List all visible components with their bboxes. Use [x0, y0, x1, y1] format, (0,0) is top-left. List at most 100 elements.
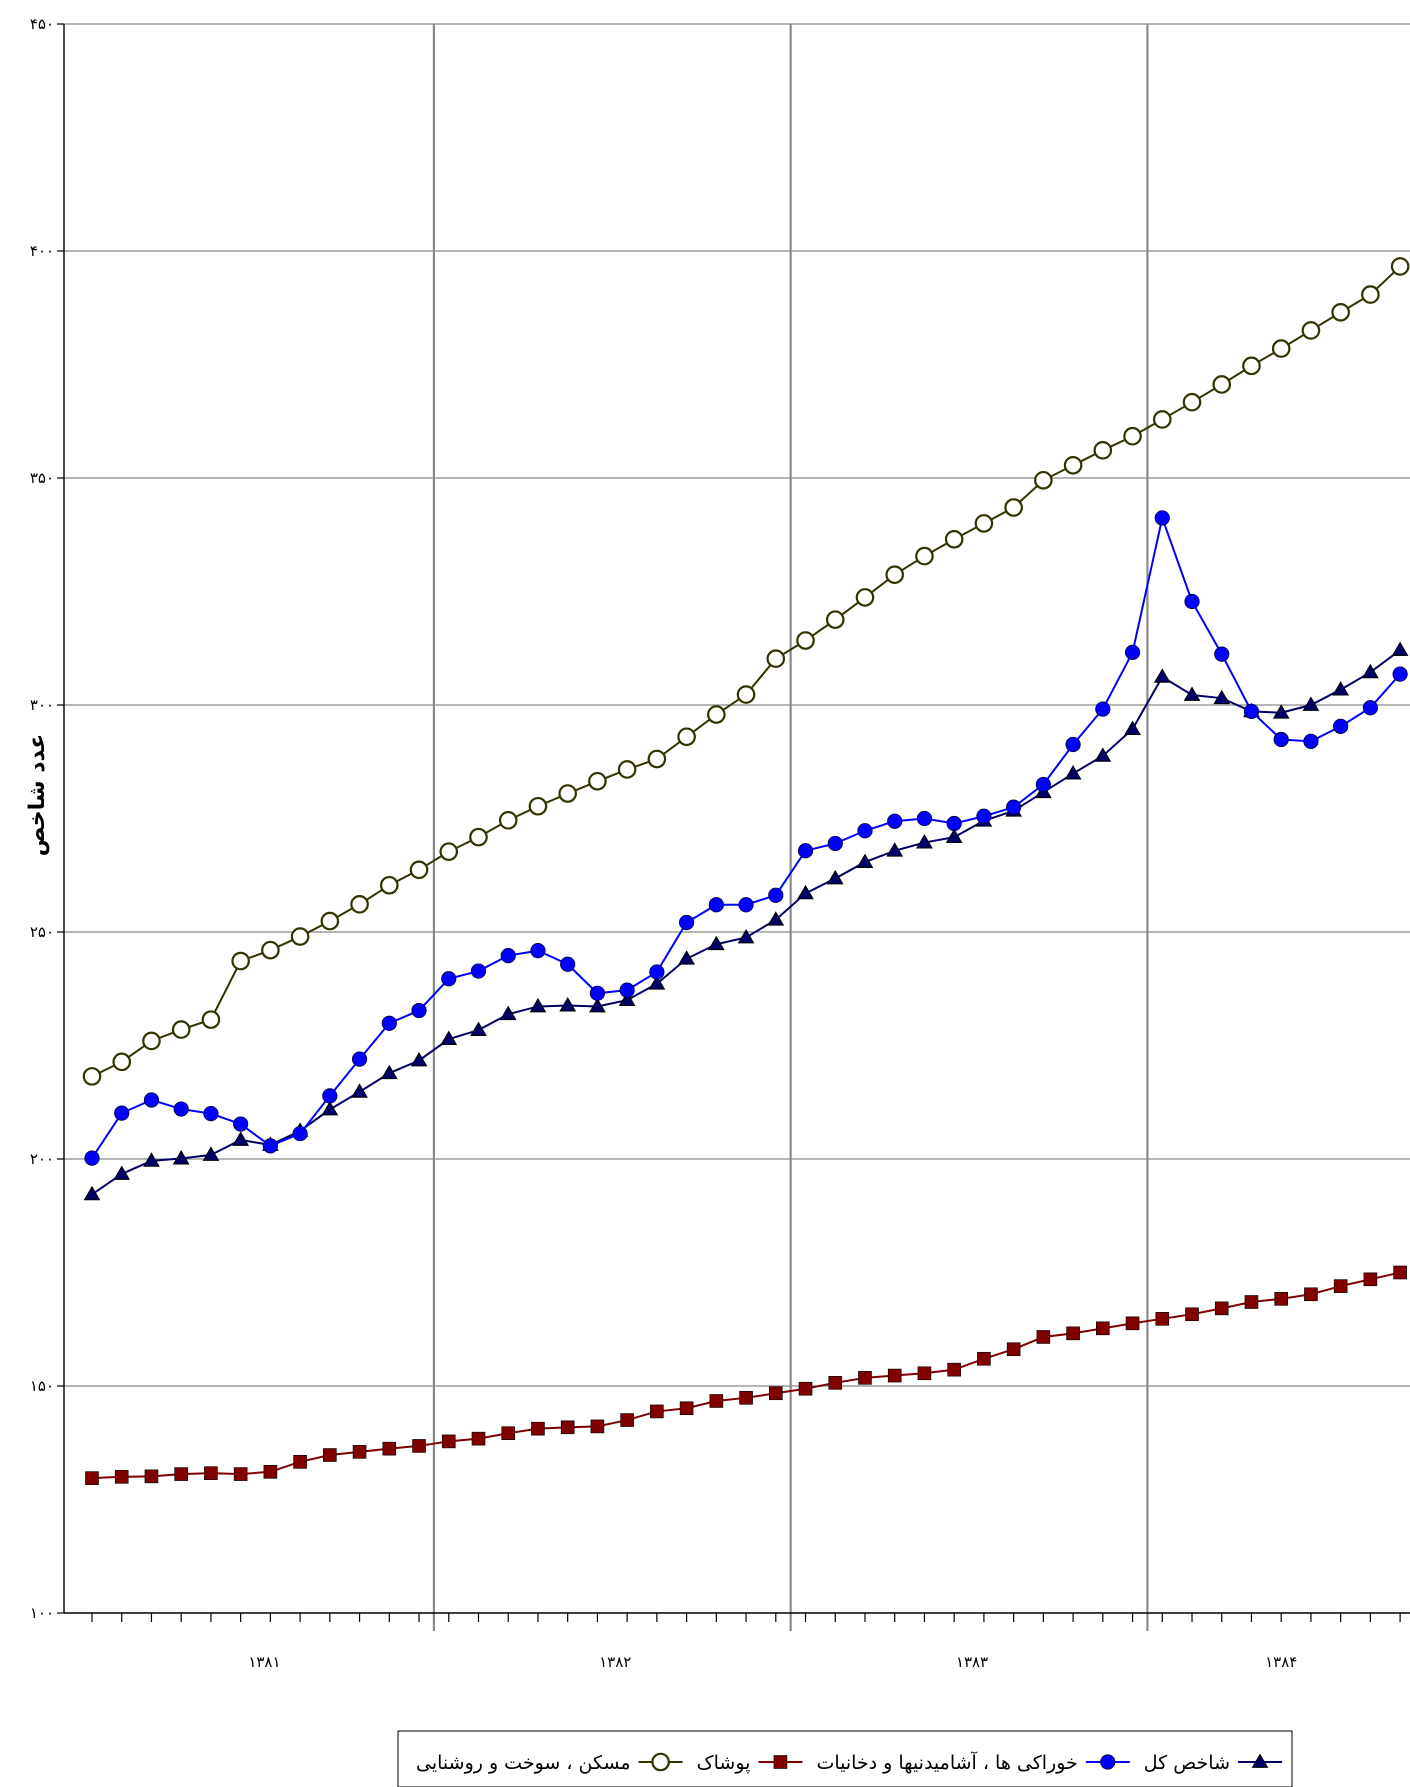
- x-year-label: ۱۳۸۴: [1265, 1653, 1297, 1671]
- data-point: [707, 935, 725, 951]
- y-axis-label: عدد شاخص: [25, 734, 50, 856]
- y-tick-label: ۴۵۰: [30, 15, 54, 33]
- x-year-label: ۱۳۸۲: [599, 1653, 631, 1671]
- data-point: [143, 1152, 160, 1167]
- data-point: [171, 1020, 191, 1039]
- data-point: [1124, 720, 1141, 735]
- y-axis-ticks: ۱۰۰ ۱۵۰ ۲۰۰ ۲۵۰ ۳۰۰ ۳۵۰ ۴۰۰ ۴۵۰: [30, 15, 64, 1622]
- data-point: [974, 514, 994, 533]
- data-point: [1302, 696, 1320, 711]
- data-point: [947, 1362, 961, 1377]
- series-line: [91, 514, 1401, 1159]
- y-tick-label: ۱۵۰: [30, 1377, 54, 1395]
- data-point: [1214, 1301, 1229, 1316]
- data-point: [1064, 765, 1082, 780]
- data-point: [322, 1088, 338, 1104]
- data-point: [916, 834, 933, 849]
- data-point: [1363, 1272, 1378, 1287]
- data-point: [263, 1465, 278, 1479]
- data-point: [411, 1002, 427, 1019]
- data-point: [768, 1386, 783, 1401]
- data-point: [498, 811, 518, 830]
- data-point: [499, 1005, 517, 1021]
- data-point: [1332, 681, 1350, 696]
- data-point: [737, 928, 755, 944]
- data-point: [1251, 1753, 1269, 1768]
- data-point: [1212, 375, 1232, 394]
- data-point: [1152, 410, 1172, 429]
- data-point: [114, 1105, 130, 1121]
- data-point: [501, 1426, 516, 1441]
- data-point: [1362, 700, 1378, 716]
- data-point: [767, 911, 785, 926]
- data-point: [1065, 736, 1081, 753]
- y-tick-label: ۲۵۰: [30, 923, 54, 941]
- data-point: [618, 991, 636, 1006]
- data-point: [1153, 668, 1171, 683]
- data-point: [620, 1413, 634, 1427]
- data-point: [588, 771, 607, 791]
- data-point: [590, 1419, 605, 1434]
- data-point: [321, 1101, 339, 1116]
- data-point: [441, 971, 457, 987]
- data-point: [1036, 1330, 1051, 1344]
- data-point: [855, 588, 875, 607]
- data-point: [1362, 663, 1379, 679]
- data-point: [409, 860, 429, 880]
- data-point: [946, 815, 962, 832]
- data-point: [798, 1381, 813, 1396]
- data-point: [293, 1455, 307, 1469]
- x-year-label: ۱۳۸۱: [248, 1653, 280, 1671]
- data-point: [261, 940, 280, 960]
- data-point: [1272, 704, 1290, 719]
- data-point: [85, 1471, 99, 1485]
- data-point: [1361, 285, 1380, 304]
- data-point: [1100, 1754, 1116, 1770]
- y-tick-label: ۴۰۰: [30, 242, 54, 260]
- data-point: [739, 1391, 753, 1405]
- year-separators: [432, 24, 1149, 1631]
- data-point: [797, 884, 814, 900]
- data-point: [650, 1404, 664, 1419]
- data-point: [1034, 470, 1053, 490]
- legend-symbol: [1238, 1753, 1282, 1768]
- y-tick-label: ۳۰۰: [30, 696, 54, 714]
- series-line: [91, 649, 1401, 1196]
- data-point: [232, 1131, 250, 1146]
- data-point: [112, 1052, 132, 1072]
- data-point: [382, 1441, 397, 1456]
- data-point: [1182, 392, 1202, 412]
- data-point: [560, 956, 576, 972]
- data-point: [857, 823, 873, 839]
- data-point: [381, 1015, 397, 1031]
- series-1: [83, 641, 1409, 1201]
- data-point: [1095, 701, 1111, 717]
- data-point: [233, 1116, 249, 1132]
- data-point: [589, 985, 606, 1001]
- y-tick-label: ۱۰۰: [30, 1604, 54, 1622]
- data-point: [887, 813, 903, 829]
- legend-symbol: [758, 1755, 803, 1769]
- data-point: [412, 1439, 426, 1453]
- data-point: [500, 948, 516, 964]
- data-point: [352, 1445, 367, 1459]
- data-point: [144, 1469, 159, 1484]
- data-point: [174, 1467, 188, 1481]
- data-point: [773, 1755, 788, 1769]
- data-point: [1184, 593, 1200, 610]
- data-point: [441, 1434, 456, 1449]
- legend-label: خوراکی ها ، آشامیدنیها و دخانیات: [816, 1750, 1077, 1774]
- data-point: [886, 842, 904, 857]
- data-point: [977, 1351, 991, 1366]
- legend: شاخص کل خوراکی ها ، آشامیدنیها و دخانیات پ…: [397, 1730, 1293, 1787]
- data-point: [826, 869, 844, 885]
- data-point: [172, 1150, 190, 1165]
- data-point: [1333, 718, 1349, 734]
- data-point: [529, 997, 547, 1013]
- series-4: [82, 257, 1410, 1086]
- data-point: [1301, 321, 1321, 340]
- data-point: [1390, 257, 1410, 276]
- data-point: [204, 1466, 218, 1480]
- data-point: [1392, 666, 1408, 682]
